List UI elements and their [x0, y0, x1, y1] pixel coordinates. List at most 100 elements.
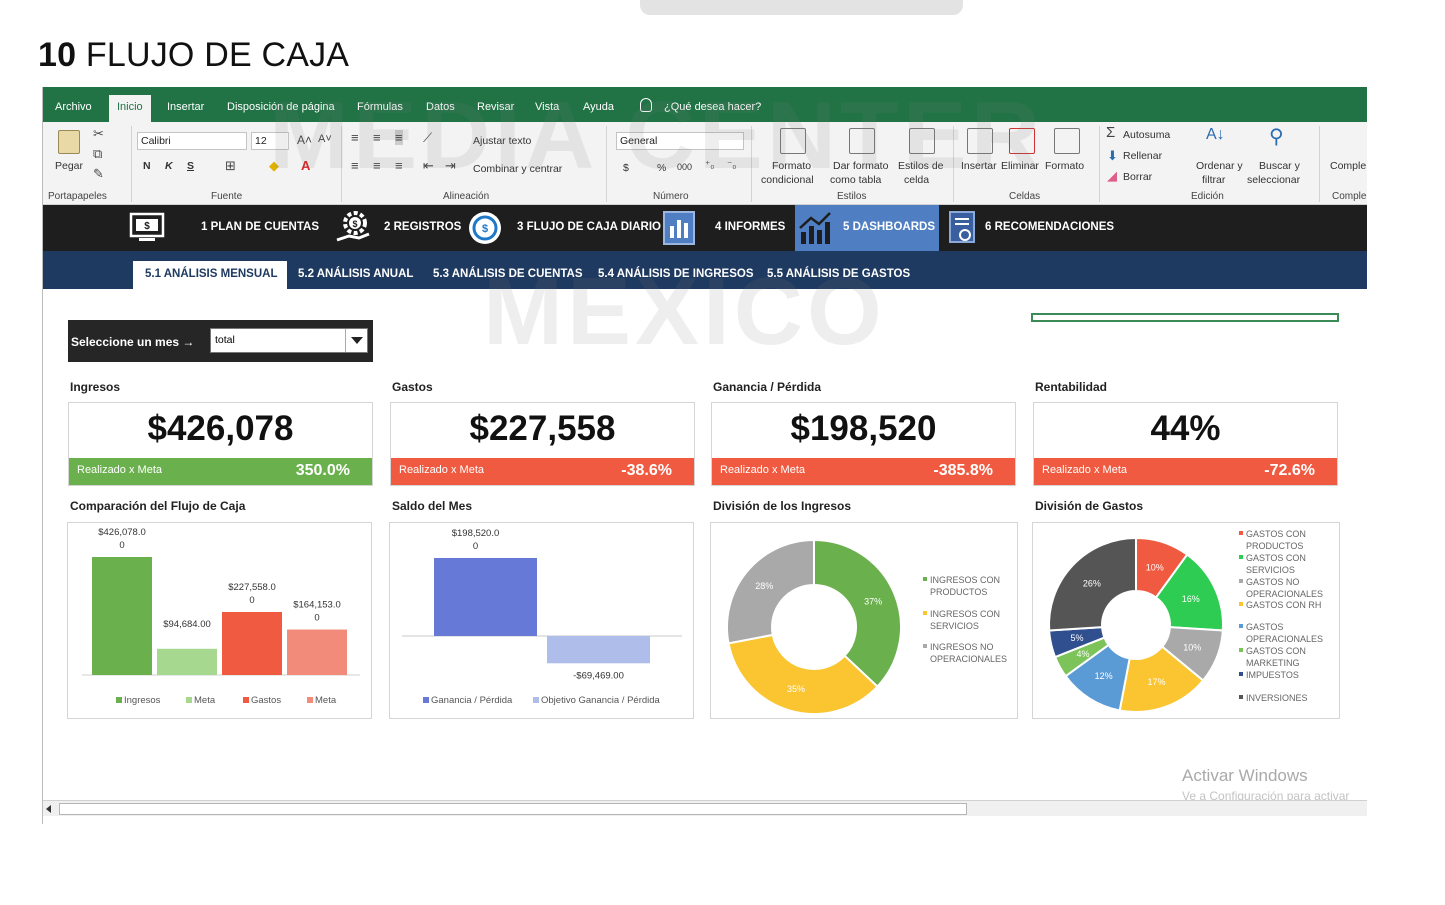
- currency-button[interactable]: $: [623, 162, 629, 174]
- format-painter-icon[interactable]: ✎: [93, 166, 104, 181]
- group-clipboard: Portapapeles: [48, 191, 107, 202]
- tab-inicio[interactable]: Inicio: [109, 95, 151, 122]
- scrollbar-thumb[interactable]: [59, 803, 967, 815]
- table-format-icon[interactable]: [849, 128, 875, 154]
- subtab-analisis-anual[interactable]: 5.2 ANÁLISIS ANUAL: [298, 268, 414, 280]
- month-dropdown[interactable]: total: [210, 328, 368, 353]
- find-label-1[interactable]: Buscar y: [1259, 160, 1300, 172]
- paste-button[interactable]: Pegar: [55, 160, 84, 172]
- scroll-left-icon[interactable]: [46, 805, 51, 813]
- tab-datos[interactable]: Datos: [426, 101, 455, 113]
- find-label-2[interactable]: seleccionar: [1247, 174, 1301, 186]
- autosum-button[interactable]: Autosuma: [1123, 129, 1171, 141]
- eraser-icon[interactable]: ◢: [1107, 168, 1117, 183]
- chevron-down-icon[interactable]: [345, 329, 367, 352]
- format-cells-icon[interactable]: [1054, 128, 1080, 154]
- font-color-icon[interactable]: A: [301, 158, 311, 173]
- tell-me-search[interactable]: ¿Qué desea hacer?: [664, 101, 762, 113]
- tab-ayuda[interactable]: Ayuda: [583, 101, 614, 113]
- legend-label: OPERACIONALES: [1246, 589, 1323, 599]
- subtab-analisis-cuentas[interactable]: 5.3 ANÁLISIS DE CUENTAS: [433, 268, 583, 280]
- tab-insertar[interactable]: Insertar: [167, 101, 205, 113]
- legend-swatch: [923, 577, 927, 581]
- merge-center-button[interactable]: Combinar y centrar: [473, 163, 563, 175]
- tab-disposicion[interactable]: Disposición de página: [227, 101, 335, 113]
- decrease-decimal-icon[interactable]: ⁻₀: [727, 160, 737, 171]
- insert-cells-icon[interactable]: [967, 128, 993, 154]
- borders-icon[interactable]: ⊞: [225, 158, 236, 173]
- orientation-icon[interactable]: ⟋: [423, 130, 433, 145]
- legend-label: GASTOS CON RH: [1246, 600, 1321, 610]
- fill-button[interactable]: Rellenar: [1123, 150, 1163, 162]
- subtab-analisis-mensual[interactable]: 5.1 ANÁLISIS MENSUAL: [133, 261, 287, 289]
- paste-icon[interactable]: [58, 130, 80, 154]
- font-name-field[interactable]: Calibri: [137, 132, 247, 150]
- legend-swatch: [116, 697, 122, 703]
- insert-cells-button[interactable]: Insertar: [961, 160, 997, 172]
- conditional-format-icon[interactable]: [780, 128, 806, 154]
- clear-button[interactable]: Borrar: [1123, 171, 1153, 183]
- italic-button[interactable]: K: [165, 160, 173, 172]
- align-top-icon[interactable]: ≡: [351, 130, 359, 145]
- nav-plan-de-cuentas[interactable]: $ 1 PLAN DE CUENTAS: [129, 205, 329, 251]
- slice-label: 35%: [787, 684, 805, 694]
- cond-format-label-2[interactable]: condicional: [761, 174, 814, 186]
- indent-increase-icon[interactable]: ⇥: [445, 158, 456, 173]
- sort-filter-icon[interactable]: A↓: [1206, 126, 1225, 143]
- legend-swatch: [307, 697, 313, 703]
- delete-cells-button[interactable]: Eliminar: [1001, 160, 1039, 172]
- sort-label-1[interactable]: Ordenar y: [1196, 160, 1243, 172]
- grow-font-icon[interactable]: A˄: [297, 133, 313, 147]
- chart-title-division-ingresos: División de los Ingresos: [713, 499, 852, 513]
- kpi-progress-bar: Realizado x Meta -72.6%: [1034, 458, 1337, 485]
- fill-down-icon[interactable]: ⬇: [1107, 148, 1118, 163]
- align-bottom-icon[interactable]: ≡: [395, 130, 403, 145]
- cell-styles-icon[interactable]: [909, 128, 935, 154]
- bold-button[interactable]: N: [143, 160, 151, 172]
- bar: [222, 611, 282, 675]
- indent-decrease-icon[interactable]: ⇤: [423, 158, 434, 173]
- wrap-text-button[interactable]: Ajustar texto: [473, 135, 532, 147]
- search-icon[interactable]: ⚲: [1269, 126, 1284, 148]
- increase-decimal-icon[interactable]: ⁺₀: [705, 160, 715, 171]
- format-cells-button[interactable]: Formato: [1045, 160, 1085, 172]
- cond-format-label-1[interactable]: Formato: [772, 160, 812, 172]
- complement-button[interactable]: Comple: [1330, 160, 1367, 172]
- tab-revisar[interactable]: Revisar: [477, 101, 515, 113]
- legend-swatch: [186, 697, 192, 703]
- copy-icon[interactable]: ⧉: [93, 146, 103, 161]
- align-right-icon[interactable]: ≡: [395, 158, 403, 173]
- ribbon-tab-bar: Archivo Inicio Insertar Disposición de p…: [43, 87, 1367, 122]
- nav-dashboards[interactable]: 5 DASHBOARDS: [795, 205, 939, 251]
- subtab-analisis-ingresos[interactable]: 5.4 ANÁLISIS DE INGRESOS: [598, 268, 754, 280]
- subtab-analisis-gastos[interactable]: 5.5 ANÁLISIS DE GASTOS: [767, 268, 911, 280]
- cut-icon[interactable]: ✂: [93, 126, 104, 141]
- table-format-label-1[interactable]: Dar formato: [833, 160, 889, 172]
- thousands-button[interactable]: 000: [677, 162, 693, 172]
- align-center-icon[interactable]: ≡: [373, 158, 381, 173]
- shrink-font-icon[interactable]: A˅: [318, 133, 332, 145]
- align-middle-icon[interactable]: ≡: [373, 130, 381, 145]
- percent-button[interactable]: %: [657, 162, 667, 174]
- nav-flujo-de-caja-diario[interactable]: $ 3 FLUJO DE CAJA DIARIO: [463, 205, 661, 251]
- autosum-icon[interactable]: Σ: [1106, 124, 1116, 141]
- horizontal-scrollbar[interactable]: [43, 800, 1367, 816]
- fill-color-icon[interactable]: ◆: [269, 158, 279, 173]
- font-size-field[interactable]: 12: [251, 132, 289, 150]
- nav-recomendaciones[interactable]: 6 RECOMENDACIONES: [941, 205, 1121, 251]
- nav-registros[interactable]: $ 2 REGISTROS: [329, 205, 463, 251]
- cell-styles-label-1[interactable]: Estilos de: [898, 160, 944, 172]
- cell-styles-label-2[interactable]: celda: [904, 174, 930, 186]
- sort-label-2[interactable]: filtrar: [1202, 174, 1226, 186]
- align-left-icon[interactable]: ≡: [351, 158, 359, 173]
- delete-cells-icon[interactable]: [1009, 128, 1035, 154]
- number-format-field[interactable]: General: [616, 132, 744, 150]
- nav-informes[interactable]: 4 INFORMES: [655, 205, 793, 251]
- tab-formulas[interactable]: Fórmulas: [357, 101, 403, 113]
- table-format-label-2[interactable]: como tabla: [830, 174, 882, 186]
- chart-division-ingresos: 37% 35% 28% INGRESOS CON PRODUCTOS INGRESOS C…: [710, 522, 1018, 719]
- underline-button[interactable]: S: [187, 160, 195, 172]
- tab-archivo[interactable]: Archivo: [55, 101, 92, 113]
- tab-vista[interactable]: Vista: [535, 101, 560, 113]
- data-label: $198,520.0: [452, 528, 500, 539]
